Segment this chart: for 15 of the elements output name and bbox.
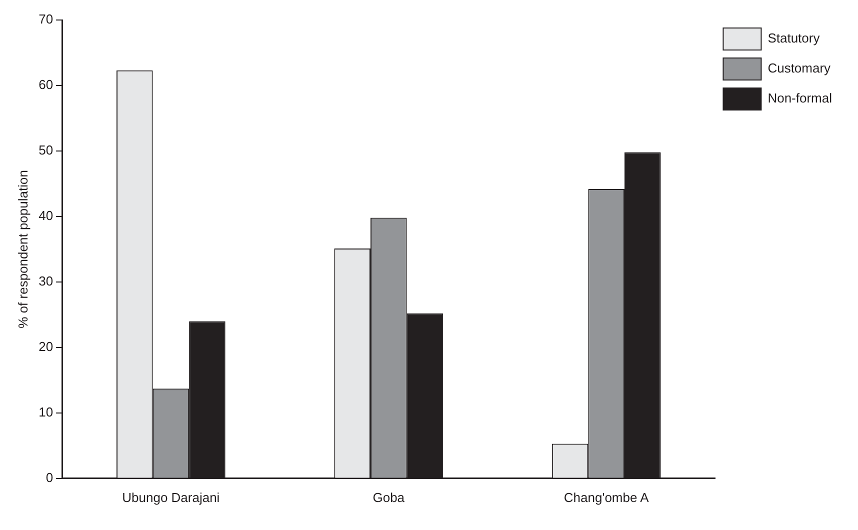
x-tick-label: Ubungo Darajani <box>122 490 220 505</box>
y-tick-label: 60 <box>38 77 54 92</box>
y-tick-label: 50 <box>38 142 54 158</box>
x-tick-label: Goba <box>372 490 406 505</box>
legend-label: Statutory <box>768 30 820 46</box>
y-axis-title: % of respondent population <box>15 170 30 328</box>
x-tick-label: Chang'ombe A <box>564 490 650 505</box>
y-tick-label: 10 <box>38 404 54 420</box>
y-tick-label: 70 <box>38 12 54 27</box>
y-tick-label: 30 <box>38 274 54 289</box>
y-tick-label: 40 <box>38 208 54 224</box>
y-tick-label: 20 <box>38 339 54 354</box>
legend-label: Customary <box>768 60 832 76</box>
y-tick-label: 0 <box>46 470 54 485</box>
legend-label: Non-formal <box>768 90 832 106</box>
